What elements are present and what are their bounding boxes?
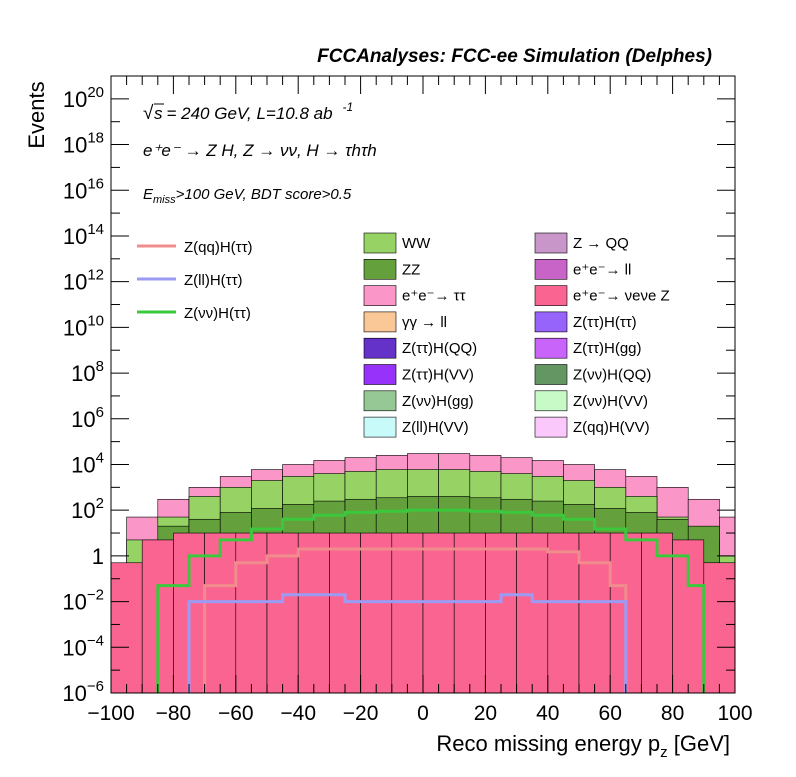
- x-tick-label: −100: [87, 702, 134, 725]
- stack-bar: [579, 533, 610, 693]
- legend-swatch: [364, 312, 396, 332]
- legend-label: e⁺e⁻→ ll: [573, 261, 631, 278]
- legend-swatch: [535, 233, 567, 253]
- legend-label: Z(νν)H(VV): [573, 393, 648, 410]
- stack-bar: [392, 533, 423, 693]
- chart-title: FCCAnalyses: FCC-ee Simulation (Delphes): [317, 46, 712, 67]
- legend-swatch: [535, 417, 567, 437]
- stack-bar: [485, 533, 516, 693]
- stack-bar: [329, 533, 360, 693]
- legend-swatch: [535, 365, 567, 385]
- legend-swatch: [364, 286, 396, 306]
- chart: FCCAnalyses: FCC-ee Simulation (Delphes)…: [0, 0, 796, 772]
- legend-label: Z → QQ: [573, 235, 629, 252]
- x-tick-label: 80: [661, 702, 684, 725]
- legend-swatch: [364, 417, 396, 437]
- y-axis-label: Events: [24, 81, 49, 148]
- legend-swatch: [535, 259, 567, 279]
- legend-line-label: Z(νν)H(ττ): [184, 305, 251, 322]
- legend-swatch: [364, 259, 396, 279]
- stack-bar: [111, 563, 142, 693]
- x-tick-label: 0: [417, 702, 429, 725]
- stack-bar: [298, 533, 329, 693]
- legend-swatch: [364, 233, 396, 253]
- legend-swatch: [364, 365, 396, 385]
- legend-label: e⁺e⁻→ ττ: [402, 288, 466, 305]
- legend-swatch: [535, 312, 567, 332]
- legend-label: WW: [402, 235, 431, 252]
- legend-line-label: Z(qq)H(ττ): [184, 239, 253, 256]
- stack-bar: [454, 533, 485, 693]
- legend-swatch: [535, 286, 567, 306]
- stack-bar: [423, 533, 454, 693]
- x-tick-label: 60: [599, 702, 622, 725]
- legend-label: Z(ττ)H(ττ): [573, 314, 637, 331]
- legend-label: Z(νν)H(gg): [402, 393, 474, 410]
- stack-bar: [548, 533, 579, 693]
- x-tick-label: 40: [536, 702, 559, 725]
- x-tick-label: −40: [280, 702, 316, 725]
- legend-label: ZZ: [402, 261, 420, 278]
- legend-label: γγ → ll: [402, 314, 447, 331]
- x-tick-label: −60: [218, 702, 254, 725]
- legend-label: Z(νν)H(QQ): [573, 367, 651, 384]
- stack-bar: [517, 533, 548, 693]
- stack-bar: [704, 563, 735, 693]
- legend-swatch: [364, 338, 396, 358]
- stack-bar: [236, 533, 267, 693]
- annotation-energy: s = 240 GeV, L=10.8 ab -1: [154, 100, 353, 123]
- annotation-process: e⁺e⁻ → Z H, Z → νν, H → τhτh: [143, 141, 377, 160]
- x-tick-label: −20: [343, 702, 379, 725]
- legend-label: Z(ττ)H(gg): [573, 340, 642, 357]
- stack-bar: [361, 533, 392, 693]
- legend-label: e⁺e⁻→ νeνe Z: [573, 288, 670, 305]
- x-tick-label: 20: [474, 702, 497, 725]
- sqrt-symbol: √: [143, 103, 154, 124]
- x-tick-label: −80: [156, 702, 192, 725]
- legend-label: Z(qq)H(VV): [573, 419, 650, 436]
- legend-line-label: Z(ll)H(ττ): [184, 272, 243, 289]
- legend-swatch: [535, 391, 567, 411]
- x-tick-label: 100: [717, 702, 752, 725]
- legend-label: Z(ll)H(VV): [402, 419, 469, 436]
- legend-label: Z(ττ)H(QQ): [402, 340, 477, 357]
- legend-swatch: [364, 391, 396, 411]
- legend-swatch: [535, 338, 567, 358]
- y-tick-label: 1: [92, 544, 104, 569]
- legend-label: Z(ττ)H(VV): [402, 367, 474, 384]
